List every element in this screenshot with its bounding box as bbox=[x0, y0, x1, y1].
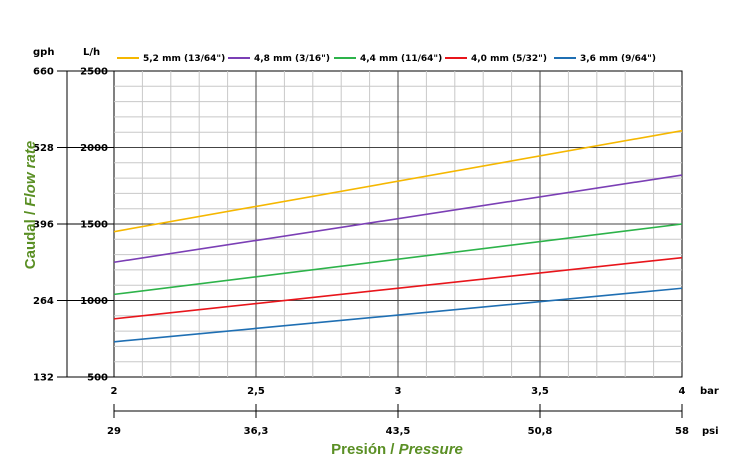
y-tick-label-gph: 528 bbox=[33, 143, 54, 154]
y-tick-label-gph: 396 bbox=[33, 220, 54, 231]
series-line-0 bbox=[113, 129, 683, 233]
x-tick-label: 4 bbox=[679, 386, 686, 397]
x-ticks: 2 29 2,5 36,3 3 43,5 3,5 50,8 4 58 bbox=[107, 386, 689, 437]
y-axis-title-en: Flow rate bbox=[22, 141, 39, 207]
legend-label-1: 4,8 mm (3/16") bbox=[254, 54, 330, 64]
legend-label-2: 4,4 mm (11/64") bbox=[360, 54, 442, 64]
x-tick-label-psi: 58 bbox=[675, 426, 689, 437]
x-tick-label: 2,5 bbox=[247, 386, 265, 397]
legend: 5,2 mm (13/64") 4,8 mm (3/16") 4,4 mm (11/… bbox=[117, 54, 656, 64]
series-line-1 bbox=[113, 174, 683, 264]
x-tick-label-psi: 36,3 bbox=[244, 426, 269, 437]
legend-label-0: 5,2 mm (13/64") bbox=[143, 54, 225, 64]
x-tick-label-psi: 50,8 bbox=[528, 426, 553, 437]
x-axis-title: Presión / Pressure bbox=[331, 441, 463, 458]
legend-label-3: 4,0 mm (5/32") bbox=[471, 54, 547, 64]
series-layer bbox=[113, 129, 683, 343]
y-unit-secondary: gph bbox=[33, 47, 54, 58]
series-line-4 bbox=[113, 287, 683, 343]
x-tick-label: 3,5 bbox=[531, 386, 549, 397]
y-tick-label: 2500 bbox=[80, 67, 108, 78]
x-axis-title-es: Presión / bbox=[331, 441, 399, 458]
x-unit-primary: bar bbox=[700, 386, 719, 397]
x-unit-secondary: psi bbox=[702, 426, 719, 437]
y-ticks: 500 132 1000 264 1500 396 2000 528 2500 660 bbox=[33, 67, 114, 384]
x-axis-title-en: Pressure bbox=[399, 441, 463, 458]
y-tick-label: 2000 bbox=[80, 143, 108, 154]
y-tick-label-gph: 132 bbox=[33, 373, 54, 384]
x-tick-label-psi: 43,5 bbox=[386, 426, 411, 437]
x-tick-label: 3 bbox=[395, 386, 402, 397]
y-tick-label-gph: 264 bbox=[33, 296, 54, 307]
series-line-2 bbox=[113, 223, 683, 296]
y-axis-title-es: Caudal / bbox=[22, 207, 39, 270]
y-tick-label: 1500 bbox=[80, 220, 108, 231]
x-tick-label: 2 bbox=[111, 386, 118, 397]
y-tick-label: 500 bbox=[87, 373, 108, 384]
y-tick-label-gph: 660 bbox=[33, 67, 54, 78]
y-axis-title: Caudal / Flow rate bbox=[22, 141, 39, 269]
x-tick-label-psi: 29 bbox=[107, 426, 121, 437]
y-unit-primary: L/h bbox=[83, 47, 100, 58]
y-tick-label: 1000 bbox=[80, 296, 108, 307]
legend-label-4: 3,6 mm (9/64") bbox=[580, 54, 656, 64]
series-line-3 bbox=[113, 256, 683, 320]
